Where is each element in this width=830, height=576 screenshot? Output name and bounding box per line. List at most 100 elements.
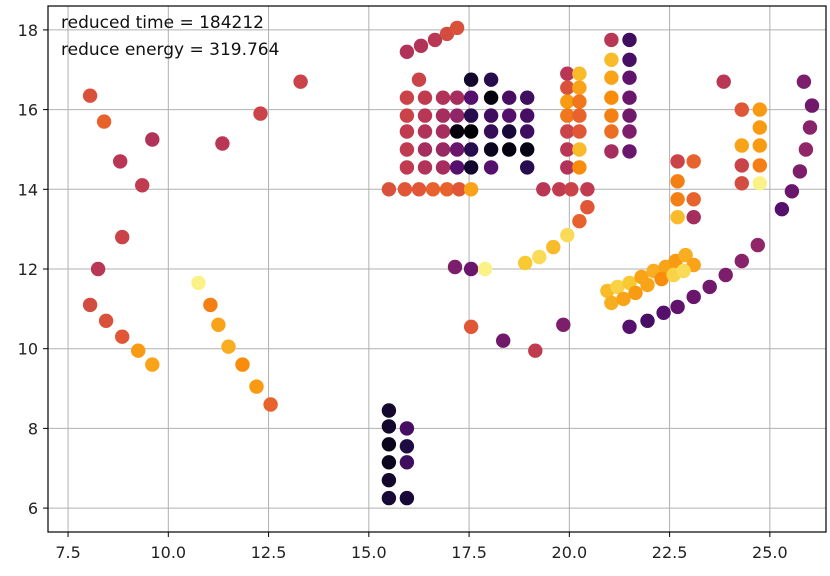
annotation-box: reduced time = 184212 reduce energy = 31… <box>61 13 279 60</box>
scatter-point <box>90 261 106 277</box>
scatter-point <box>792 164 808 179</box>
scatter-point <box>98 313 114 328</box>
scatter-point <box>413 38 429 53</box>
scatter-point <box>686 192 701 207</box>
scatter-point <box>417 160 433 175</box>
scatter-point <box>417 108 433 123</box>
scatter-point <box>449 160 465 175</box>
x-tick-label: 25.0 <box>752 543 788 562</box>
scatter-point <box>399 142 415 157</box>
scatter-point <box>560 124 575 139</box>
scatter-point <box>115 329 130 344</box>
scatter-point <box>399 439 415 454</box>
scatter-point <box>572 142 587 157</box>
scatter-point <box>604 144 619 159</box>
scatter-point <box>135 178 150 193</box>
scatter-point <box>483 124 499 139</box>
scatter-point <box>496 333 511 348</box>
scatter-point <box>82 297 98 313</box>
scatter-point <box>399 124 415 139</box>
scatter-point <box>435 90 451 105</box>
scatter-point <box>520 90 535 105</box>
scatter-point <box>520 160 535 175</box>
y-tick-label: 10 <box>18 340 38 359</box>
scatter-point <box>622 90 637 105</box>
scatter-point <box>399 455 415 470</box>
scatter-point <box>640 313 655 328</box>
scatter-point <box>752 176 767 191</box>
scatter-point <box>604 32 619 48</box>
scatter-point <box>802 120 818 135</box>
scatter-point <box>449 90 465 105</box>
scatter-point <box>734 176 749 191</box>
scatter-point <box>604 52 619 67</box>
scatter-point <box>463 72 479 87</box>
scatter-point <box>804 98 820 113</box>
scatter-point <box>131 343 146 358</box>
scatter-point <box>560 80 575 95</box>
scatter-point <box>670 154 685 169</box>
scatter-point <box>263 397 278 412</box>
scatter-point <box>411 72 427 87</box>
scatter-point <box>752 102 767 117</box>
scatter-point <box>381 490 397 506</box>
scatter-point <box>716 74 731 89</box>
scatter-point <box>399 44 415 59</box>
scatter-point <box>622 32 637 48</box>
scatter-point <box>610 279 625 295</box>
scatter-point <box>572 214 587 229</box>
scatter-point <box>381 419 397 434</box>
scatter-point <box>463 160 479 175</box>
scatter-point <box>616 291 631 307</box>
y-tick-label: 8 <box>28 419 38 438</box>
y-tick-label: 16 <box>18 101 38 120</box>
scatter-point <box>622 52 637 67</box>
scatter-point <box>580 200 595 215</box>
scatter-point <box>211 317 226 332</box>
scatter-point <box>796 74 812 89</box>
scatter-point <box>546 239 561 255</box>
scatter-point <box>686 289 701 305</box>
scatter-point <box>113 154 128 169</box>
scatter-point <box>572 94 587 109</box>
scatter-point <box>580 182 595 197</box>
scatter-point <box>502 142 517 157</box>
axis-ticks: 7.5 10.0 12.5 15.0 17.5 20.0 22.5 25.0 6 8 10 12 14 1… <box>18 21 788 562</box>
scatter-point <box>654 271 669 287</box>
scatter-point <box>381 403 397 418</box>
scatter-point <box>439 182 455 197</box>
scatter-point <box>435 142 451 157</box>
scatter-point <box>556 317 571 332</box>
scatter-point <box>411 182 427 197</box>
x-tick-label: 17.5 <box>451 543 487 562</box>
scatter-point <box>560 94 575 109</box>
y-tick-label: 14 <box>18 180 38 199</box>
scatter-point <box>752 120 767 135</box>
scatter-points <box>82 20 820 506</box>
scatter-point <box>572 80 587 95</box>
scatter-point <box>622 70 637 85</box>
scatter-point <box>656 305 671 320</box>
scatter-point <box>520 108 535 123</box>
scatter-point <box>572 108 587 123</box>
scatter-point <box>622 319 637 334</box>
scatter-point <box>463 90 479 105</box>
scatter-point <box>734 253 749 269</box>
scatter-point <box>686 210 701 225</box>
scatter-point <box>536 182 551 197</box>
scatter-point <box>528 343 543 358</box>
scatter-point <box>552 182 567 197</box>
scatter-point <box>417 90 433 105</box>
scatter-point <box>564 182 579 197</box>
scatter-point <box>622 108 637 123</box>
scatter-point <box>435 124 451 139</box>
scatter-point <box>397 182 413 197</box>
scatter-point <box>463 261 479 277</box>
scatter-point <box>463 142 479 157</box>
scatter-point <box>463 108 479 123</box>
scatter-point <box>145 357 160 372</box>
scatter-point <box>381 473 397 488</box>
